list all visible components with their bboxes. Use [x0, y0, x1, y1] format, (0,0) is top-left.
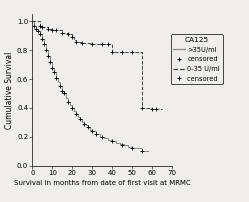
Legend: >35U/ml, censored, 0-35 U/ml, censored : >35U/ml, censored, 0-35 U/ml, censored [171, 34, 223, 84]
Y-axis label: Cumulative Survival: Cumulative Survival [5, 51, 14, 129]
X-axis label: Survival in months from date of first visit at MRMC: Survival in months from date of first vi… [14, 180, 190, 186]
